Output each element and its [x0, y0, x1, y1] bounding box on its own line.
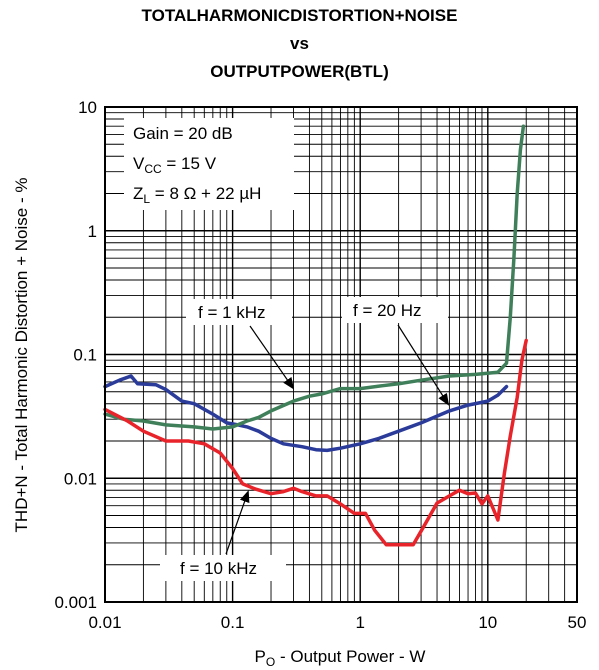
arrow-10khz: [225, 490, 250, 555]
condition-zl-sub: L: [143, 192, 150, 206]
chart-title-line-1: TOTALHARMONICDISTORTION+NOISE: [141, 6, 458, 25]
annotation-10khz: f = 10 kHz: [160, 490, 286, 581]
x-tick-label: 10: [478, 613, 497, 632]
x-tick-label: 1: [355, 613, 364, 632]
label-10khz: f = 10 kHz: [180, 559, 257, 578]
x-axis-label: PO - Output Power - W: [255, 647, 426, 669]
y-tick-label: 1: [88, 222, 97, 241]
annotation-20hz: f = 20 Hz: [342, 297, 450, 406]
chart-title-line-3: OUTPUTPOWER(BTL): [210, 62, 389, 81]
x-tick-label: 0.01: [88, 613, 121, 632]
conditions-box: Gain = 20 dB VCC = 15 V ZL = 8 Ω + 22 µH: [124, 118, 294, 210]
series-line-0: [103, 374, 509, 453]
condition-gain: Gain = 20 dB: [133, 124, 233, 143]
condition-zl: ZL = 8 Ω + 22 µH: [133, 184, 261, 206]
arrow-20hz: [397, 324, 450, 406]
series-line-2: [103, 338, 528, 547]
annotation-1khz: f = 1 kHz: [186, 299, 295, 390]
condition-vcc-rest: = 15 V: [162, 154, 217, 173]
arrow-1khz: [249, 325, 295, 390]
condition-vcc-main: V: [133, 154, 145, 173]
x-axis-label-sub: O: [266, 655, 275, 669]
y-tick-label: 0.01: [64, 469, 97, 488]
plot-frame: [104, 106, 578, 603]
y-tick-label: 0.001: [54, 593, 97, 612]
chart-title-line-2: vs: [290, 34, 309, 53]
y-axis-label: THD+N - Total Harmonic Distortion + Nois…: [12, 178, 31, 533]
y-tick-label: 0.1: [73, 346, 97, 365]
x-axis-label-rest: - Output Power - W: [275, 647, 425, 666]
x-tick-label: 50: [568, 613, 587, 632]
condition-zl-rest: = 8 Ω + 22 µH: [150, 184, 261, 203]
condition-vcc: VCC = 15 V: [133, 154, 217, 176]
condition-vcc-sub: CC: [144, 162, 162, 176]
condition-zl-main: Z: [133, 184, 143, 203]
y-tick-label: 10: [78, 98, 97, 117]
x-axis-label-main: P: [255, 647, 266, 666]
series-line-1: [103, 124, 526, 431]
x-tick-label: 0.1: [221, 613, 245, 632]
label-1khz: f = 1 kHz: [198, 303, 266, 322]
label-20hz: f = 20 Hz: [353, 301, 422, 320]
series-group: [103, 124, 528, 547]
